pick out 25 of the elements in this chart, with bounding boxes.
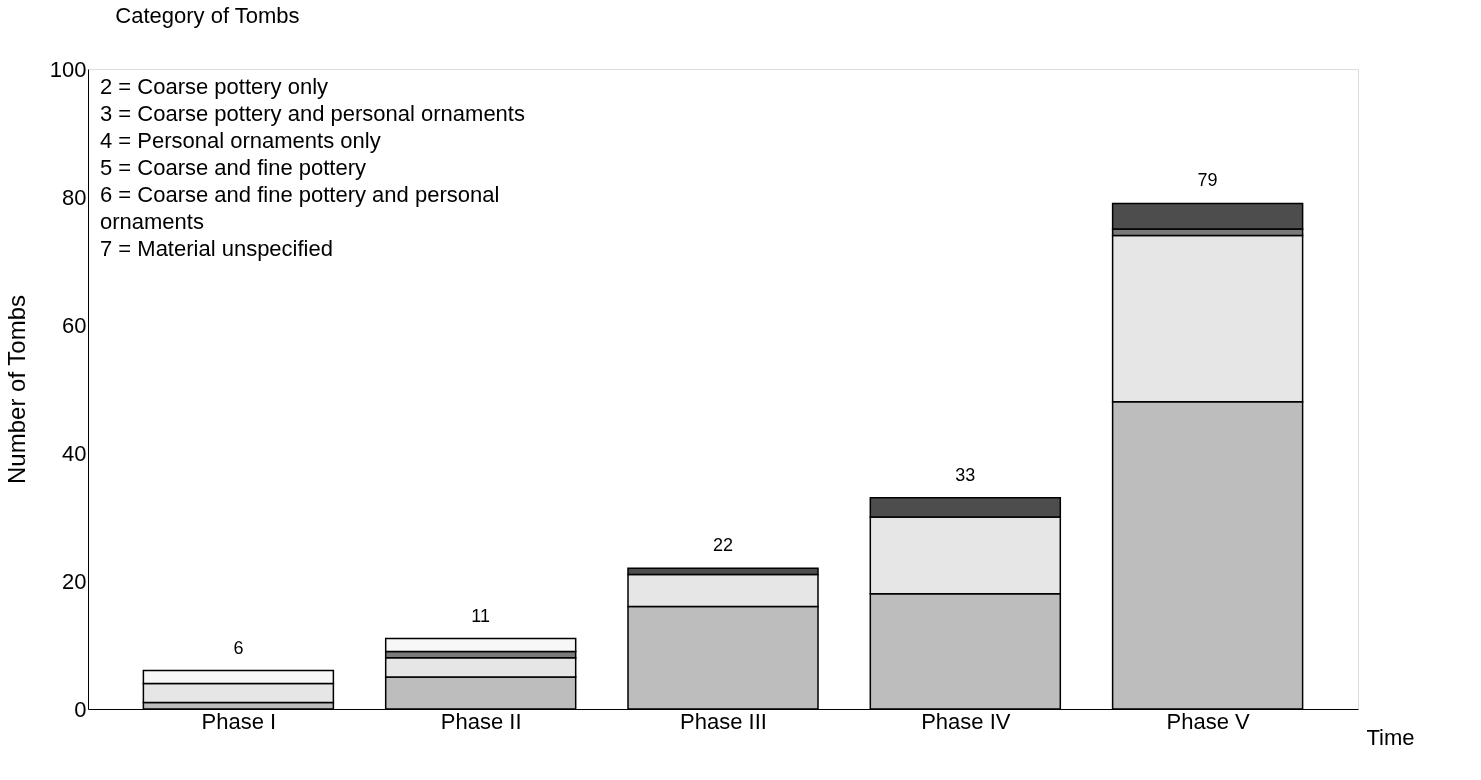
y-tick-label: 80: [62, 184, 87, 210]
y-tick-label: 60: [62, 312, 87, 338]
x-tick-label: Phase V: [1166, 708, 1251, 734]
total-label: 6: [233, 637, 244, 658]
x-tick-label: Phase III: [680, 708, 767, 734]
total-label: 11: [471, 605, 491, 626]
annotation: 7 = Material unspecified: [100, 236, 333, 261]
x-tick-label: Phase II: [440, 708, 522, 734]
annotation: 6 = Coarse and fine pottery and personal ornaments: [100, 182, 500, 234]
y-axis-title: Number of Tombs: [2, 295, 30, 484]
x-axis-title: Time: [1366, 724, 1415, 750]
x-tick-label: Phase IV: [921, 708, 1011, 734]
annotation: 5 = Coarse and fine pottery: [100, 155, 366, 180]
y-tick-label: 40: [62, 440, 87, 466]
annotation: 3 = Coarse pottery and personal ornaments: [100, 101, 525, 126]
y-tick-label: 0: [74, 696, 87, 722]
y-tick-label: 20: [62, 568, 87, 594]
total-label: 33: [955, 464, 976, 485]
y-tick-label: 100: [49, 56, 87, 82]
total-label: 22: [712, 535, 734, 556]
chart-title: Category of Tombs: [115, 3, 300, 28]
annotation: 4 = Personal ornaments only: [100, 128, 381, 153]
annotation: 2 = Coarse pottery only: [100, 74, 329, 99]
x-tick-label: Phase I: [201, 708, 277, 734]
total-label: 79: [1197, 170, 1218, 191]
